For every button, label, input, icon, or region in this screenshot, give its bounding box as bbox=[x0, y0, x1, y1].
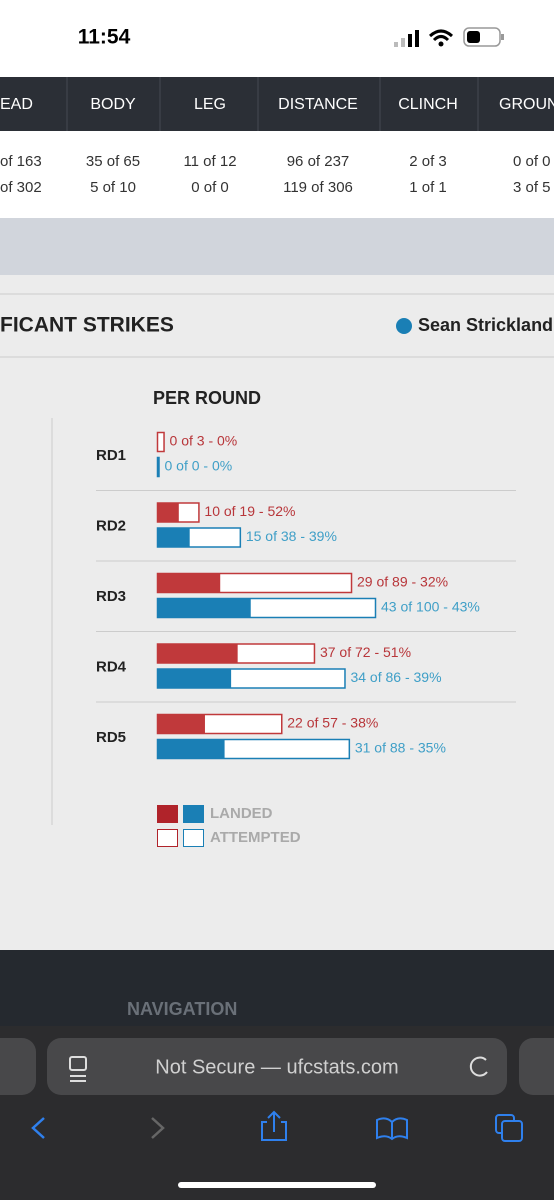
value-label: 22 of 57 - 38% bbox=[287, 715, 378, 731]
address-bar[interactable] bbox=[47, 1038, 507, 1095]
landed-bar bbox=[157, 573, 221, 593]
landed-bar bbox=[157, 502, 179, 523]
reader-icon[interactable] bbox=[69, 1056, 87, 1082]
home-indicator bbox=[178, 1182, 376, 1188]
column-header: CLINCH bbox=[398, 96, 458, 113]
bookmarks[interactable] bbox=[376, 1117, 408, 1141]
column-header: GROUN bbox=[499, 96, 554, 113]
legend-attempted-blue bbox=[183, 829, 204, 847]
status-icons bbox=[394, 27, 504, 47]
time: 11:54 bbox=[78, 26, 131, 49]
legend-landed: LANDED bbox=[210, 805, 273, 822]
legend-landed-red bbox=[157, 805, 178, 823]
landed-bar bbox=[157, 643, 238, 664]
value-label: 43 of 100 - 43% bbox=[381, 599, 480, 615]
landed-bar bbox=[157, 527, 190, 548]
table-cell: 1 of 1 bbox=[409, 179, 447, 196]
landed-bar bbox=[157, 598, 251, 618]
landed-bar bbox=[157, 739, 225, 759]
attempted-bar bbox=[156, 431, 165, 453]
table-cell: 96 of 237 bbox=[287, 153, 350, 170]
back[interactable] bbox=[31, 1117, 45, 1139]
reload[interactable] bbox=[469, 1056, 488, 1077]
tab-next[interactable] bbox=[519, 1038, 554, 1095]
status-bar bbox=[0, 0, 554, 77]
round-label: RD4 bbox=[96, 658, 127, 675]
fighter-name: Sean Strickland bbox=[418, 315, 553, 335]
legend-attempted: ATTEMPTED bbox=[210, 829, 301, 846]
band bbox=[0, 218, 554, 275]
table-cell: 5 of 10 bbox=[90, 179, 136, 196]
value-label: 31 of 88 - 35% bbox=[355, 740, 446, 756]
value-label: 15 of 38 - 39% bbox=[246, 528, 337, 544]
table-cell: 119 of 306 bbox=[283, 179, 353, 196]
round-label: RD5 bbox=[96, 729, 126, 746]
column-header: LEG bbox=[194, 96, 226, 113]
round-label: RD3 bbox=[96, 588, 126, 605]
value-label: 0 of 3 - 0% bbox=[170, 433, 238, 449]
per-round-title: PER ROUND bbox=[153, 388, 261, 408]
forward bbox=[151, 1117, 165, 1139]
footer-nav: NAVIGATION bbox=[127, 999, 237, 1019]
tabs[interactable] bbox=[495, 1114, 523, 1142]
landed-bar bbox=[157, 714, 205, 734]
table-cell: of 302 bbox=[0, 179, 42, 196]
url[interactable]: Not Secure — ufcstats.com bbox=[155, 1056, 398, 1078]
value-label: 10 of 19 - 52% bbox=[204, 503, 295, 519]
round-label: RD2 bbox=[96, 517, 126, 534]
value-label: 0 of 0 - 0% bbox=[165, 458, 233, 474]
value-label: 29 of 89 - 32% bbox=[357, 574, 448, 590]
table-cell: 0 of 0 bbox=[513, 153, 551, 170]
table-header bbox=[0, 77, 554, 131]
table-cell: 11 of 12 bbox=[183, 153, 236, 170]
table-body bbox=[0, 131, 554, 218]
table-cell: 0 of 0 bbox=[191, 179, 229, 196]
round-label: RD1 bbox=[96, 447, 126, 464]
tab-prev[interactable] bbox=[0, 1038, 36, 1095]
table-cell: 35 of 65 bbox=[86, 153, 140, 170]
value-label: 37 of 72 - 51% bbox=[320, 644, 411, 660]
column-header: BODY bbox=[90, 96, 136, 113]
column-header: DISTANCE bbox=[278, 96, 358, 113]
column-header: EAD bbox=[0, 96, 33, 113]
table-cell: 2 of 3 bbox=[409, 153, 447, 170]
legend-dot bbox=[396, 318, 412, 334]
legend-landed-blue bbox=[183, 805, 204, 823]
footer bbox=[0, 950, 554, 1030]
attempted-bar bbox=[156, 456, 160, 478]
legend-attempted-red bbox=[157, 829, 178, 847]
landed-bar bbox=[157, 668, 232, 689]
section-title: FICANT STRIKES bbox=[0, 314, 174, 337]
table-cell: 3 of 5 bbox=[513, 179, 551, 196]
share[interactable] bbox=[261, 1110, 287, 1141]
value-label: 34 of 86 - 39% bbox=[350, 669, 441, 685]
table-cell: of 163 bbox=[0, 153, 42, 170]
